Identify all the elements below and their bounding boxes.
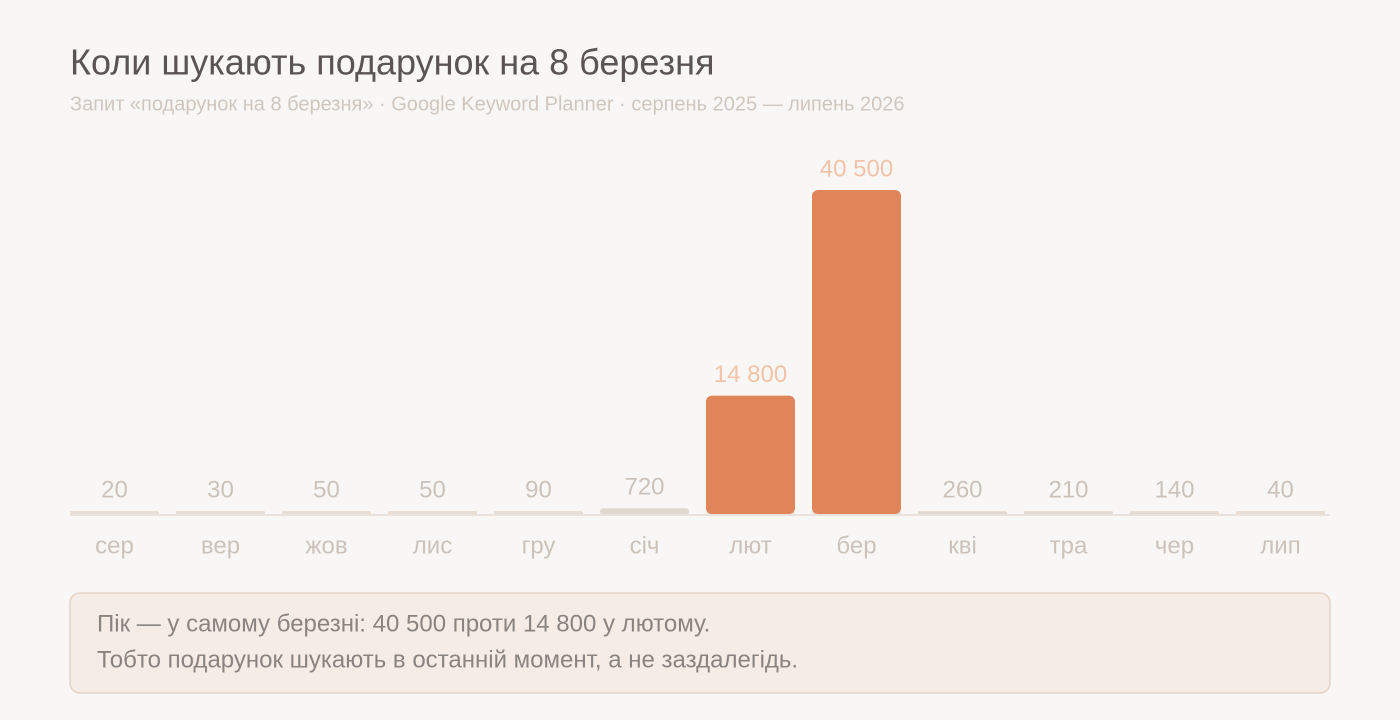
- bar-track: [1236, 511, 1325, 514]
- value-label: 30: [207, 476, 234, 503]
- x-tick-label: лис: [413, 532, 452, 559]
- x-tick-label: бер: [836, 532, 876, 559]
- bar-track: [388, 511, 477, 514]
- value-label: 20: [101, 476, 128, 503]
- chart-title: Коли шукають подарунок на 8 березня: [70, 42, 715, 83]
- value-label: 720: [624, 474, 664, 501]
- bar-track: [70, 511, 159, 514]
- bar: [1024, 512, 1113, 514]
- bar: [494, 513, 583, 514]
- x-tick-label: лип: [1260, 532, 1300, 559]
- x-tick-label: січ: [630, 532, 660, 559]
- x-tick-label: лют: [729, 532, 771, 559]
- bar: [1130, 512, 1219, 514]
- bar: [600, 508, 689, 514]
- x-tick-label: вер: [201, 532, 240, 559]
- note-line: Пік — у самому березні: 40 500 проти 14 …: [97, 610, 710, 637]
- value-label: 210: [1048, 476, 1088, 503]
- note-line: Тобто подарунок шукають в останній момен…: [97, 646, 798, 673]
- bar-track: [494, 511, 583, 514]
- bar: [812, 190, 901, 514]
- x-tick-label: сер: [95, 532, 134, 559]
- bar: [918, 511, 1007, 514]
- x-tick-label: гру: [522, 532, 556, 559]
- value-label: 40: [1267, 476, 1294, 503]
- x-tick-label: чер: [1155, 532, 1194, 559]
- x-tick-label: жов: [305, 532, 347, 559]
- value-label: 140: [1154, 476, 1194, 503]
- value-label: 260: [942, 476, 982, 503]
- x-tick-label: тра: [1050, 532, 1088, 559]
- x-tick-label: кві: [948, 532, 977, 559]
- value-label: 14 800: [714, 361, 787, 388]
- note-box: [69, 592, 1331, 694]
- value-label: 50: [419, 476, 446, 503]
- bar-track: [282, 511, 371, 514]
- value-label: 90: [525, 476, 552, 503]
- bar-track: [176, 511, 265, 514]
- value-label: 50: [313, 476, 340, 503]
- bar: [706, 395, 795, 514]
- chart-subtitle: Запит «подарунок на 8 березня» · Google …: [70, 93, 905, 115]
- value-label: 40 500: [820, 155, 893, 182]
